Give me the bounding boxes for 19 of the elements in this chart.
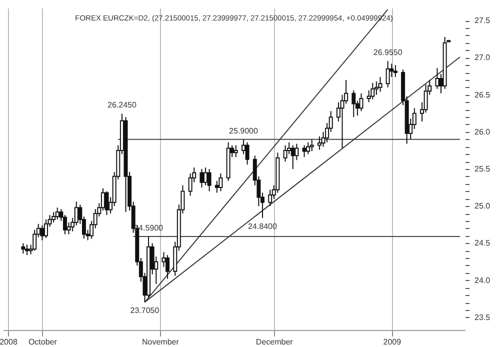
annotation: 23.7050 bbox=[130, 306, 160, 316]
x-tick-label: December bbox=[256, 338, 294, 346]
x-tick-label: October bbox=[28, 338, 58, 346]
annotation: 26.9550 bbox=[373, 48, 403, 58]
y-tick-label: 23.5 bbox=[474, 312, 491, 322]
x-tick-label: 2009 bbox=[383, 338, 402, 346]
y-tick-label: 27.0 bbox=[474, 53, 491, 62]
annotation: 25.9000 bbox=[229, 126, 259, 136]
y-tick-label: 26.5 bbox=[474, 90, 491, 100]
annotation: 24.8400 bbox=[248, 222, 278, 231]
x-tick-label: November bbox=[142, 338, 180, 346]
x-tick-label: 2008 bbox=[0, 338, 18, 346]
y-tick-label: 24.0 bbox=[474, 276, 491, 285]
y-tick-label: 26.0 bbox=[474, 127, 491, 136]
y-tick-label: 24.5 bbox=[474, 238, 491, 248]
y-tick-label: 25.0 bbox=[474, 202, 491, 211]
y-tick-label: 27.5 bbox=[474, 16, 491, 26]
y-tick-label: 25.5 bbox=[474, 164, 491, 174]
annotation: 26.2450 bbox=[107, 100, 137, 110]
